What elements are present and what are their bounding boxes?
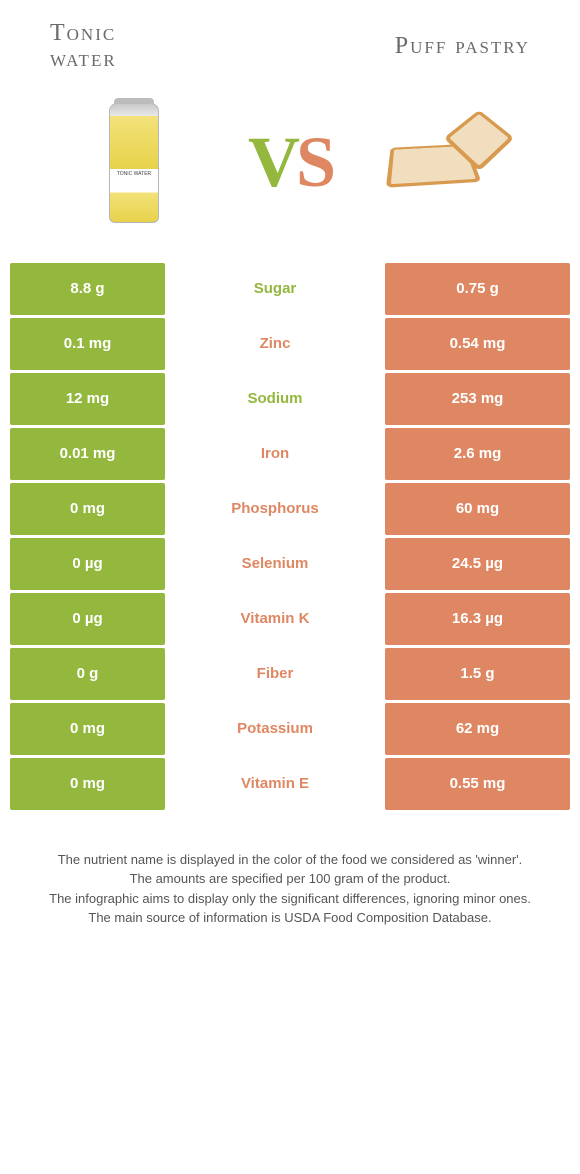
vs-v: V	[248, 122, 296, 202]
row-right-value: 1.5 g	[385, 648, 570, 700]
right-image	[332, 93, 560, 233]
row-nutrient-label: Sodium	[165, 373, 385, 425]
table-row: 0.1 mgZinc0.54 mg	[10, 318, 570, 370]
row-right-value: 0.54 mg	[385, 318, 570, 370]
row-left-value: 0 mg	[10, 483, 165, 535]
row-left-value: 0 mg	[10, 703, 165, 755]
row-left-value: 0 µg	[10, 593, 165, 645]
can-label: TONIC WATER	[110, 172, 158, 178]
table-row: 0 µgVitamin K16.3 µg	[10, 593, 570, 645]
row-nutrient-label: Phosphorus	[165, 483, 385, 535]
row-right-value: 0.55 mg	[385, 758, 570, 810]
row-nutrient-label: Iron	[165, 428, 385, 480]
row-right-value: 16.3 µg	[385, 593, 570, 645]
left-title: Tonic water	[40, 20, 290, 73]
left-title-line1: Tonic	[50, 20, 116, 46]
row-right-value: 253 mg	[385, 373, 570, 425]
pastry-icon	[389, 133, 504, 193]
row-nutrient-label: Vitamin E	[165, 758, 385, 810]
table-row: 0 mgPhosphorus60 mg	[10, 483, 570, 535]
table-row: 0 mgPotassium62 mg	[10, 703, 570, 755]
row-right-value: 62 mg	[385, 703, 570, 755]
footer-line-4: The main source of information is USDA F…	[30, 908, 550, 928]
table-row: 8.8 gSugar0.75 g	[10, 263, 570, 315]
row-left-value: 8.8 g	[10, 263, 165, 315]
row-left-value: 0 g	[10, 648, 165, 700]
row-left-value: 12 mg	[10, 373, 165, 425]
table-row: 0 mgVitamin E0.55 mg	[10, 758, 570, 810]
table-row: 0.01 mgIron2.6 mg	[10, 428, 570, 480]
comparison-table: 8.8 gSugar0.75 g0.1 mgZinc0.54 mg12 mgSo…	[10, 263, 570, 810]
row-nutrient-label: Vitamin K	[165, 593, 385, 645]
right-title: Puff pastry	[290, 33, 540, 59]
footer-notes: The nutrient name is displayed in the co…	[0, 810, 580, 958]
footer-line-1: The nutrient name is displayed in the co…	[30, 850, 550, 870]
vs-s: S	[296, 122, 332, 202]
table-row: 0 gFiber1.5 g	[10, 648, 570, 700]
table-row: 0 µgSelenium24.5 µg	[10, 538, 570, 590]
row-left-value: 0 µg	[10, 538, 165, 590]
row-nutrient-label: Potassium	[165, 703, 385, 755]
footer-line-3: The infographic aims to display only the…	[30, 889, 550, 909]
row-left-value: 0.1 mg	[10, 318, 165, 370]
table-row: 12 mgSodium253 mg	[10, 373, 570, 425]
row-nutrient-label: Fiber	[165, 648, 385, 700]
footer-line-2: The amounts are specified per 100 gram o…	[30, 869, 550, 889]
hero-row: TONIC WATER VS	[0, 83, 580, 263]
left-image: TONIC WATER	[20, 93, 248, 233]
row-right-value: 60 mg	[385, 483, 570, 535]
left-title-line2: water	[50, 46, 117, 72]
tonic-can-icon: TONIC WATER	[109, 103, 159, 223]
header: Tonic water Puff pastry	[0, 0, 580, 83]
row-nutrient-label: Sugar	[165, 263, 385, 315]
row-left-value: 0.01 mg	[10, 428, 165, 480]
row-right-value: 2.6 mg	[385, 428, 570, 480]
row-nutrient-label: Zinc	[165, 318, 385, 370]
row-right-value: 24.5 µg	[385, 538, 570, 590]
row-nutrient-label: Selenium	[165, 538, 385, 590]
row-left-value: 0 mg	[10, 758, 165, 810]
row-right-value: 0.75 g	[385, 263, 570, 315]
vs-label: VS	[248, 121, 332, 204]
